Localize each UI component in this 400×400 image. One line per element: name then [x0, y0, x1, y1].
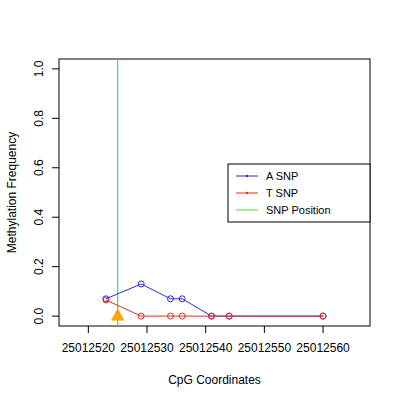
plot-frame	[59, 59, 370, 326]
legend-dot	[246, 175, 248, 177]
x-axis-label: CpG Coordinates	[168, 373, 261, 387]
legend-label: A SNP	[266, 170, 298, 182]
y-tick	[52, 68, 59, 69]
y-tick	[52, 217, 59, 218]
x-tick	[205, 326, 206, 333]
point	[103, 297, 109, 303]
legend-label: SNP Position	[266, 204, 331, 216]
legend-swatch	[236, 193, 258, 194]
point	[226, 313, 232, 319]
y-tick-label: 0.6	[32, 159, 46, 176]
point	[167, 313, 173, 319]
x-tick	[88, 326, 89, 333]
y-tick-label: 0.0	[32, 307, 46, 324]
x-tick	[264, 326, 265, 333]
y-tick-label: 0.2	[32, 258, 46, 275]
x-tick	[147, 326, 148, 333]
y-tick	[52, 316, 59, 317]
data-group	[103, 59, 326, 326]
x-tick	[323, 326, 324, 333]
point	[179, 313, 185, 319]
point	[167, 296, 173, 302]
y-tick	[52, 167, 59, 168]
snp-marker	[112, 309, 124, 320]
x-tick-label: 25012540	[179, 341, 233, 355]
point	[209, 313, 215, 319]
snp-line	[117, 59, 118, 326]
x-tick-label: 25012520	[62, 341, 116, 355]
point	[138, 313, 144, 319]
point	[320, 313, 326, 319]
series-line	[106, 284, 323, 316]
legend-box	[228, 164, 370, 222]
legend-dot	[246, 192, 248, 194]
y-tick-label: 1.0	[32, 60, 46, 77]
point	[179, 296, 185, 302]
legend-swatch	[236, 176, 258, 177]
legend-swatch	[236, 210, 258, 211]
chart: 25012520 25012530 25012540 25012550 25012560…	[0, 0, 400, 400]
legend-label: T SNP	[266, 187, 298, 199]
y-axis-label: Methylation Frequency	[5, 132, 19, 253]
x-tick-label: 25012560	[296, 341, 350, 355]
y-tick	[52, 118, 59, 119]
series-line	[106, 300, 323, 316]
y-tick	[52, 266, 59, 267]
x-tick-label: 25012550	[238, 341, 292, 355]
y-tick-label: 0.4	[32, 209, 46, 226]
x-tick-label: 25012530	[120, 341, 174, 355]
y-tick-label: 0.8	[32, 110, 46, 127]
point	[138, 281, 144, 287]
